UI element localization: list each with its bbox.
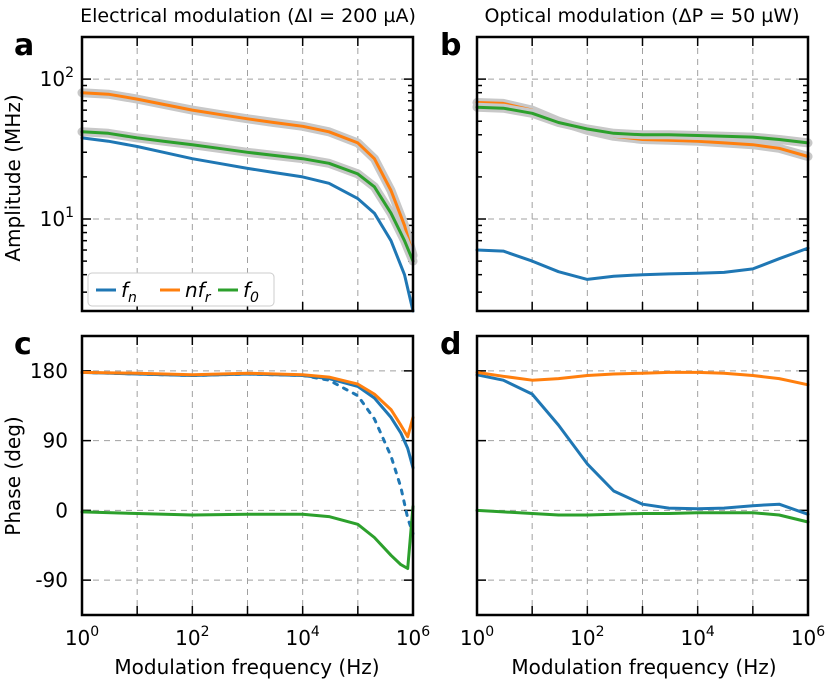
amplitude-axis-label: Amplitude (MHz) bbox=[1, 94, 25, 261]
panel-letter: d bbox=[440, 327, 461, 362]
panel-letter: c bbox=[14, 327, 32, 362]
panel-letter: a bbox=[14, 28, 34, 63]
panel-b: b bbox=[440, 28, 813, 313]
x-tick-label: 102 bbox=[570, 624, 604, 650]
series-line-fn bbox=[80, 136, 415, 313]
left-title: Electrical modulation (ΔI = 200 µA) bbox=[80, 5, 416, 27]
x-axis-label-right: Modulation frequency (Hz) bbox=[511, 655, 776, 679]
y-tick-label: 102 bbox=[40, 65, 74, 91]
y-tick-label: 101 bbox=[40, 205, 74, 231]
plot-frame bbox=[80, 334, 415, 617]
y-tick-label: -90 bbox=[35, 568, 68, 592]
series-line-fn bbox=[475, 373, 810, 516]
panel-letter: b bbox=[440, 28, 461, 63]
series-line-fn bbox=[475, 246, 810, 281]
x-tick-label: 106 bbox=[396, 624, 430, 650]
panel-d: d 100 102 104 106 bbox=[440, 327, 825, 650]
plot-frame bbox=[80, 35, 415, 313]
legend-label-nfr: nfr bbox=[185, 278, 212, 306]
series-line-nfr bbox=[80, 91, 415, 257]
series-line-f0 bbox=[475, 508, 810, 524]
y-tick-label: 90 bbox=[43, 429, 68, 453]
plot-frame bbox=[475, 35, 810, 313]
x-tick-label: 100 bbox=[65, 624, 99, 650]
series-line-f0 bbox=[475, 105, 810, 145]
panel-a: a 101 102 fn nfr f0 bbox=[14, 28, 418, 313]
series-line-nfr bbox=[80, 370, 415, 439]
legend-label-fn: fn bbox=[121, 278, 137, 306]
series-line-f0 bbox=[80, 505, 415, 570]
series-line-nfr bbox=[475, 370, 810, 387]
x-tick-label: 104 bbox=[285, 624, 319, 650]
x-tick-label: 102 bbox=[175, 624, 209, 650]
right-title: Optical modulation (ΔP = 50 µW) bbox=[484, 5, 799, 27]
y-tick-label: 180 bbox=[30, 359, 68, 383]
x-tick-label: 104 bbox=[680, 624, 714, 650]
series-line-f0 bbox=[80, 130, 415, 263]
x-tick-label: 106 bbox=[791, 624, 825, 650]
legend-box bbox=[87, 272, 275, 307]
x-tick-label: 100 bbox=[460, 624, 494, 650]
legend-label-f0: f0 bbox=[243, 278, 259, 306]
y-tick-label: 0 bbox=[55, 498, 68, 522]
x-axis-label-left: Modulation frequency (Hz) bbox=[114, 655, 379, 679]
legend: fn nfr f0 bbox=[87, 272, 275, 307]
phase-axis-label: Phase (deg) bbox=[1, 416, 25, 535]
plot-frame bbox=[475, 334, 810, 617]
